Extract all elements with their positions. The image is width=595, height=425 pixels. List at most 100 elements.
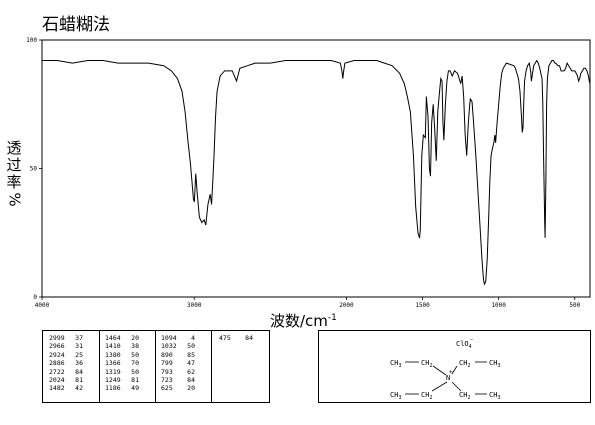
x-axis-label-text: 波数/cm: [270, 312, 328, 330]
peak-wavenumber: 1482: [49, 384, 65, 393]
peak-row: 1186 49: [105, 384, 139, 392]
x-tick-label: 2000: [339, 302, 354, 309]
peak-row: 1482 42: [49, 384, 83, 392]
column-divider: [211, 331, 212, 402]
peak-row: 625 20: [161, 384, 195, 392]
y-axis-label-char-4: %: [5, 192, 24, 207]
plot-frame: [41, 39, 591, 298]
peak-transmittance: 37: [75, 334, 83, 342]
peak-row: 890 85: [161, 351, 195, 359]
peak-row: 475 84: [219, 334, 253, 342]
peak-transmittance: 70: [131, 359, 139, 368]
anion-label: ClO4: [456, 340, 472, 350]
series-group: [42, 59, 591, 286]
peak-wavenumber: 2886: [49, 359, 65, 368]
y-axis-label-char-2: 过: [6, 156, 22, 174]
bond-n-upper-right: [451, 365, 458, 375]
peak-wavenumber: 2024: [49, 375, 65, 384]
x-tick-label: 1500: [415, 302, 430, 309]
nitrogen-atom: N: [446, 374, 450, 382]
peak-wavenumber: 1380: [105, 350, 121, 359]
peak-row: 1380 50: [105, 351, 139, 359]
column-divider: [99, 331, 100, 402]
peak-transmittance: 84: [75, 367, 83, 376]
ch2-lower-right: CH2: [459, 391, 470, 401]
peak-transmittance: 38: [131, 342, 139, 351]
peak-transmittance: 49: [131, 384, 139, 393]
peak-wavenumber: 1464: [105, 334, 121, 342]
anion-charge: −: [470, 337, 473, 343]
column-divider: [155, 331, 156, 402]
peak-row: 1464 20: [105, 334, 139, 342]
peak-row: 2722 84: [49, 368, 83, 376]
peak-transmittance: 47: [187, 359, 195, 368]
peak-row: 1410 38: [105, 342, 139, 350]
x-tick-label: 3000: [187, 302, 202, 309]
y-tick-label: 100: [26, 37, 37, 44]
peak-wavenumber: 799: [161, 359, 173, 368]
peak-transmittance: 50: [187, 342, 195, 351]
peak-transmittance: 50: [131, 367, 139, 376]
peak-transmittance: 81: [131, 375, 139, 384]
peak-row: 2886 36: [49, 359, 83, 367]
y-axis-label-char-1: 透: [6, 139, 22, 157]
peak-wavenumber: 2999: [49, 334, 65, 342]
peak-wavenumber: 1186: [105, 384, 121, 393]
peak-transmittance: 42: [75, 384, 83, 393]
peak-wavenumber: 475: [219, 334, 231, 342]
x-axis-label-exponent: -1: [327, 313, 337, 323]
y-axis-ticks: 0 50 100: [26, 37, 42, 301]
peak-transmittance: 62: [187, 367, 195, 376]
peak-row: 1249 81: [105, 376, 139, 384]
peak-wavenumber: 1410: [105, 342, 121, 351]
ch3-lower-left: CH3: [390, 391, 401, 401]
peak-wavenumber: 723: [161, 375, 173, 384]
chart-title: 石蜡糊法: [42, 15, 110, 35]
peak-wavenumber: 1094: [161, 334, 177, 342]
y-tick-label: 50: [30, 166, 38, 173]
ch2-upper-right: CH2: [459, 359, 470, 369]
peak-column: 475 84: [219, 334, 253, 342]
peak-transmittance: 4: [191, 334, 195, 342]
x-axis-ticks: 4000 3000 2000 1500 1000 500: [35, 297, 581, 309]
peak-transmittance: 84: [187, 375, 195, 384]
structure-box: ClO4 − CH3 CH2 CH2 CH3 N + CH3 CH2 CH2 C…: [318, 330, 591, 403]
peak-row: 2924 25: [49, 351, 83, 359]
peak-row: 1319 50: [105, 368, 139, 376]
peak-transmittance: 85: [187, 350, 195, 359]
peak-table: 2999 37 2966 31 2924 25 2886 36 2722 84 2024 81 1482…: [42, 330, 270, 403]
peak-transmittance: 20: [131, 334, 139, 342]
peak-wavenumber: 1319: [105, 367, 121, 376]
peak-row: 2024 81: [49, 376, 83, 384]
peak-row: 1094 4: [161, 334, 195, 342]
peak-wavenumber: 793: [161, 367, 173, 376]
peak-row: 2999 37: [49, 334, 83, 342]
peak-transmittance: 36: [75, 359, 83, 368]
bond-n-upper-left: [432, 365, 447, 376]
peak-transmittance: 84: [245, 334, 253, 342]
peak-transmittance: 25: [75, 350, 83, 359]
ch3-upper-right: CH3: [489, 359, 500, 369]
ch3-lower-right: CH3: [489, 391, 500, 401]
peak-column: 1464 20 1410 38 1380 50 1366 70 1319 50 1249 81 1186…: [105, 334, 139, 393]
x-tick-label: 4000: [35, 302, 50, 309]
peak-wavenumber: 2966: [49, 342, 65, 351]
x-tick-label: 1000: [491, 302, 506, 309]
peak-wavenumber: 890: [161, 350, 173, 359]
peak-row: 723 84: [161, 376, 195, 384]
peak-transmittance: 20: [187, 384, 195, 393]
ch2-lower-left: CH2: [421, 391, 432, 401]
peak-row: 1366 70: [105, 359, 139, 367]
peak-wavenumber: 625: [161, 384, 173, 393]
peak-row: 793 62: [161, 368, 195, 376]
peak-transmittance: 31: [75, 342, 83, 351]
peak-wavenumber: 1366: [105, 359, 121, 368]
peak-wavenumber: 2924: [49, 350, 65, 359]
peak-wavenumber: 1032: [161, 342, 177, 351]
peak-wavenumber: 2722: [49, 367, 65, 376]
peak-row: 2966 31: [49, 342, 83, 350]
peak-row: 799 47: [161, 359, 195, 367]
bond-n-lower-left: [431, 381, 448, 392]
peak-transmittance: 50: [131, 350, 139, 359]
y-axis-label: 透 过 率 %: [5, 139, 24, 208]
